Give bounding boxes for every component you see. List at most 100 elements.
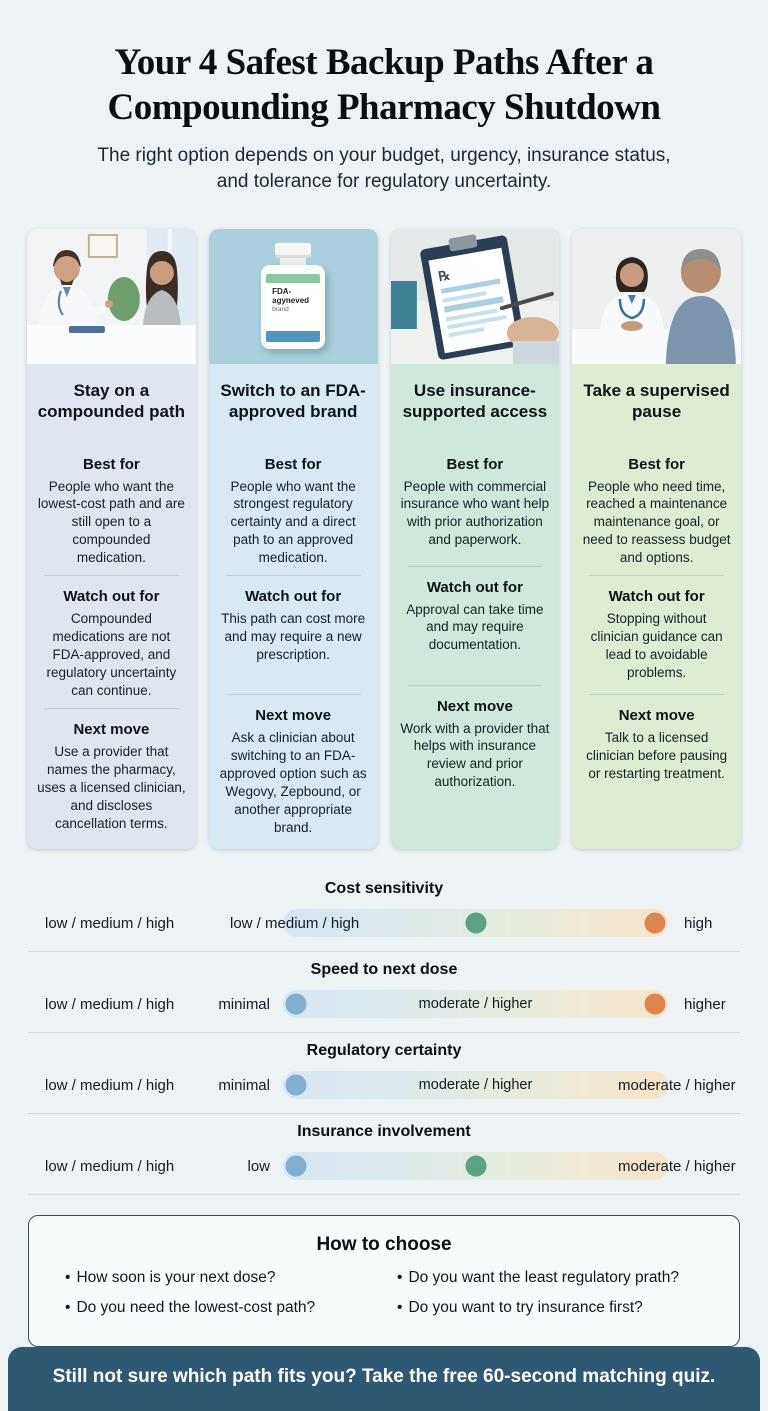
track-end-label: higher xyxy=(684,995,726,1013)
cta-text: Still not sure which path fits you? Take… xyxy=(52,1365,716,1387)
divider xyxy=(407,565,543,567)
bullet-item: • Do you need the lowest-cost path? xyxy=(65,1298,371,1318)
photo-clipboard-form: ℞ xyxy=(390,228,560,364)
divider xyxy=(44,708,179,710)
watch-out-heading: Watch out for xyxy=(63,588,160,606)
bullet-icon: • xyxy=(397,1299,403,1317)
bullet-item: • Do you want the least regulatory prath? xyxy=(397,1268,703,1288)
orange-marker-dot xyxy=(644,993,666,1015)
scale-label: low / medium / high xyxy=(45,1076,175,1094)
track-end-label: moderate / higher xyxy=(618,1157,736,1175)
comparison-row-cost-sensitivity: Cost sensitivity low / medium / high low… xyxy=(0,880,768,953)
track-start-label: minimal xyxy=(218,995,270,1013)
best-for-section: Best for People who want the lowest-cost… xyxy=(36,452,187,568)
next-move-heading: Next move xyxy=(618,707,695,725)
card-title: Take a supervised pause xyxy=(583,380,730,421)
card-insurance-access: ℞ Use insurance-supported access Best fo… xyxy=(390,228,560,850)
watch-out-section: Watch out for Stopping without clinician… xyxy=(581,584,732,686)
header: Your 4 Safest Backup Paths After a Compo… xyxy=(0,0,768,195)
best-for-heading: Best for xyxy=(264,455,322,473)
best-for-heading: Best for xyxy=(83,455,140,473)
card-title: Use insurance-supported access xyxy=(402,380,548,421)
bottle-label-text: FDA- agyneved brand xyxy=(266,283,320,331)
bottle-label-line3: brand xyxy=(272,305,289,313)
next-move-text: Work with a provider that helps with ins… xyxy=(400,720,550,790)
next-move-heading: Next move xyxy=(73,721,150,739)
divider xyxy=(28,1113,740,1115)
divider xyxy=(225,575,361,577)
photo-fda-approved-pill-bottle: FDA- agyneved brand xyxy=(208,228,378,364)
comparison-row-title: Insurance involvement xyxy=(297,1123,471,1141)
divider xyxy=(225,694,361,696)
bottle-neck xyxy=(280,257,307,265)
how-to-choose-box: How to choose • How soon is your next dos… xyxy=(28,1215,740,1348)
card-supervised-pause: Take a supervised pause Best for People … xyxy=(572,228,741,850)
comparison-track: moderate / higher xyxy=(283,990,668,1019)
comparison-row-title: Regulatory certainty xyxy=(306,1042,462,1060)
bullet-item: • Do you want to try insurance first? xyxy=(397,1298,703,1318)
watch-out-heading: Watch out for xyxy=(608,588,705,606)
comparison-row-insurance-involvement: Insurance involvement low / medium / hig… xyxy=(0,1123,768,1196)
comparison-track xyxy=(283,1152,668,1181)
comparison-row-speed-to-next-dose: Speed to next dose low / medium / high m… xyxy=(0,961,768,1034)
label-blue-band xyxy=(266,330,321,342)
bottle-label: FDA- agyneved brand xyxy=(266,273,321,342)
comparison-section: Cost sensitivity low / medium / high low… xyxy=(0,871,768,1196)
next-move-text: Use a provider that names the pharmacy, … xyxy=(37,744,186,831)
best-for-text: People with commercial insurance who wan… xyxy=(400,478,550,548)
cta-banner[interactable]: Still not sure which path fits you? Take… xyxy=(8,1347,760,1411)
track-end-label: moderate / higher xyxy=(618,1076,736,1094)
bullet-icon: • xyxy=(65,1269,71,1287)
watch-out-section: Watch out for This path can cost more an… xyxy=(218,584,369,686)
watch-out-text: Compounded medications are not FDA-appro… xyxy=(46,611,177,699)
next-move-section: Next move Talk to a licensed clinician b… xyxy=(581,703,732,783)
bottle-label-line1: FDA- xyxy=(272,286,292,296)
next-move-heading: Next move xyxy=(436,697,513,715)
bottle-label-line2: agyneved xyxy=(272,296,310,306)
divider xyxy=(28,951,740,953)
track-start-label: minimal xyxy=(218,1076,270,1094)
watch-out-text: This path can cost more and may require … xyxy=(221,611,366,663)
orange-marker-dot xyxy=(644,912,666,934)
best-for-section: Best for People with commercial insuranc… xyxy=(400,452,551,558)
bottle-cap xyxy=(275,242,312,258)
watch-out-heading: Watch out for xyxy=(245,588,342,606)
best-for-text: People who need time, reached a maintena… xyxy=(582,478,731,566)
best-for-heading: Best for xyxy=(628,455,685,473)
bullet-text: How soon is your next dose? xyxy=(76,1269,276,1287)
bullet-icon: • xyxy=(397,1269,403,1287)
divider xyxy=(407,684,543,686)
card-fda-approved-brand: FDA- agyneved brand Switch to an FDA-app… xyxy=(208,228,378,850)
pill-bottle: FDA- agyneved brand xyxy=(261,242,326,349)
best-for-section: Best for People who want the strongest r… xyxy=(218,452,369,568)
green-marker-dot xyxy=(465,912,486,934)
scale-label: low / medium / high xyxy=(45,1157,175,1175)
track-center-label: moderate / higher xyxy=(418,1077,533,1094)
photo-clinician-patient xyxy=(572,228,741,364)
track-start-label: low xyxy=(247,1157,270,1175)
best-for-heading: Best for xyxy=(446,455,504,473)
page-subtitle: The right option depends on your budget,… xyxy=(97,145,671,192)
scale-label: low / medium / high xyxy=(45,995,175,1013)
best-for-text: People who want the strongest regulatory… xyxy=(230,478,356,566)
watch-out-heading: Watch out for xyxy=(426,578,523,596)
card-title: Switch to an FDA-approved brand xyxy=(220,380,366,421)
track-center-label: moderate / higher xyxy=(418,996,533,1013)
watch-out-section: Watch out for Approval can take time and… xyxy=(400,575,551,677)
blue-marker-dot xyxy=(285,1074,307,1096)
card-title: Stay on a compounded path xyxy=(37,380,186,421)
comparison-track xyxy=(283,909,668,938)
label-green-band xyxy=(266,273,321,283)
how-to-choose-title: How to choose xyxy=(316,1234,452,1256)
photo-doctor-consulting-patient xyxy=(27,228,196,364)
how-to-choose-columns: • How soon is your next dose? • Do you nee… xyxy=(53,1268,715,1328)
divider xyxy=(44,575,179,577)
bullet-text: Do you want to try insurance first? xyxy=(408,1299,643,1317)
path-cards-section: Stay on a compounded path Best for Peopl… xyxy=(0,228,768,850)
watch-out-text: Stopping without clinician guidance can … xyxy=(590,611,723,681)
green-marker-dot xyxy=(465,1155,486,1177)
divider xyxy=(28,1032,740,1034)
next-move-section: Next move Ask a clinician about switchin… xyxy=(218,703,369,837)
best-for-text: People who want the lowest-cost path and… xyxy=(37,478,185,566)
comparison-track: moderate / higher xyxy=(283,1071,668,1100)
